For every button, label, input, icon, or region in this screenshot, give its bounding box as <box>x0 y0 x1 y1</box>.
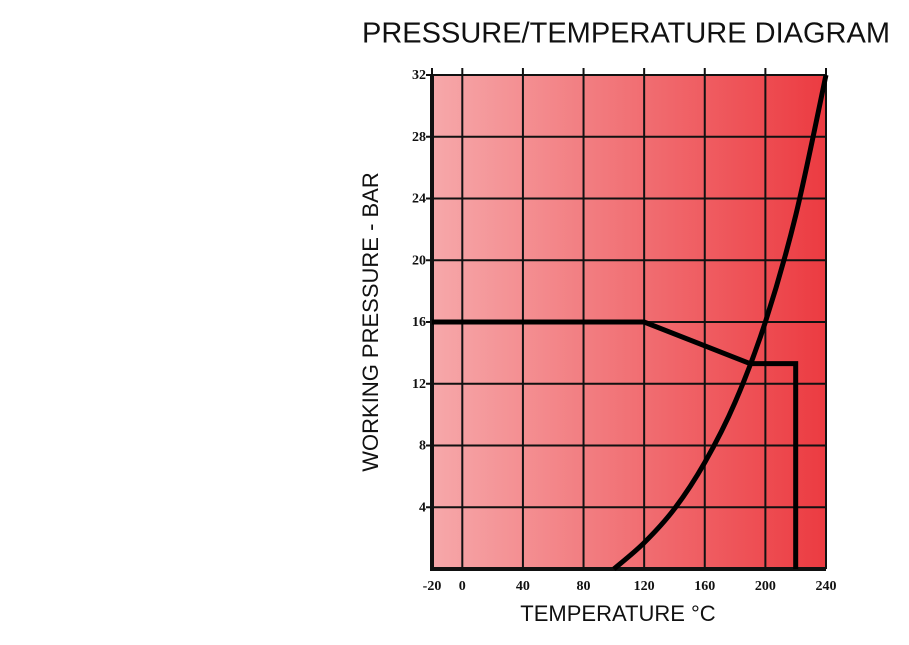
x-tick-label: 40 <box>516 579 530 594</box>
y-tick-label: 32 <box>412 68 426 83</box>
x-tick-label: 0 <box>459 579 466 594</box>
x-tick-label: 240 <box>816 579 837 594</box>
y-tick-label: 28 <box>412 130 426 145</box>
y-tick-label: 4 <box>419 500 426 515</box>
y-tick-label: 20 <box>412 253 426 268</box>
chart-title: PRESSURE/TEMPERATURE DIAGRAM <box>362 18 890 50</box>
x-tick-label: 160 <box>694 579 715 594</box>
y-tick-label: 8 <box>419 439 426 454</box>
x-tick-label: -20 <box>423 579 442 594</box>
x-tick-label: 120 <box>634 579 655 594</box>
y-tick-label: 12 <box>412 377 426 392</box>
y-tick-label: 24 <box>412 192 426 207</box>
data-line <box>612 74 829 571</box>
x-tick-label: 80 <box>577 579 591 594</box>
x-axis-label: TEMPERATURE °C <box>520 601 716 626</box>
y-axis-label: WORKING PRESSURE - BAR <box>358 172 383 471</box>
x-tick-label: 200 <box>755 579 776 594</box>
y-tick-label: 16 <box>412 315 426 330</box>
